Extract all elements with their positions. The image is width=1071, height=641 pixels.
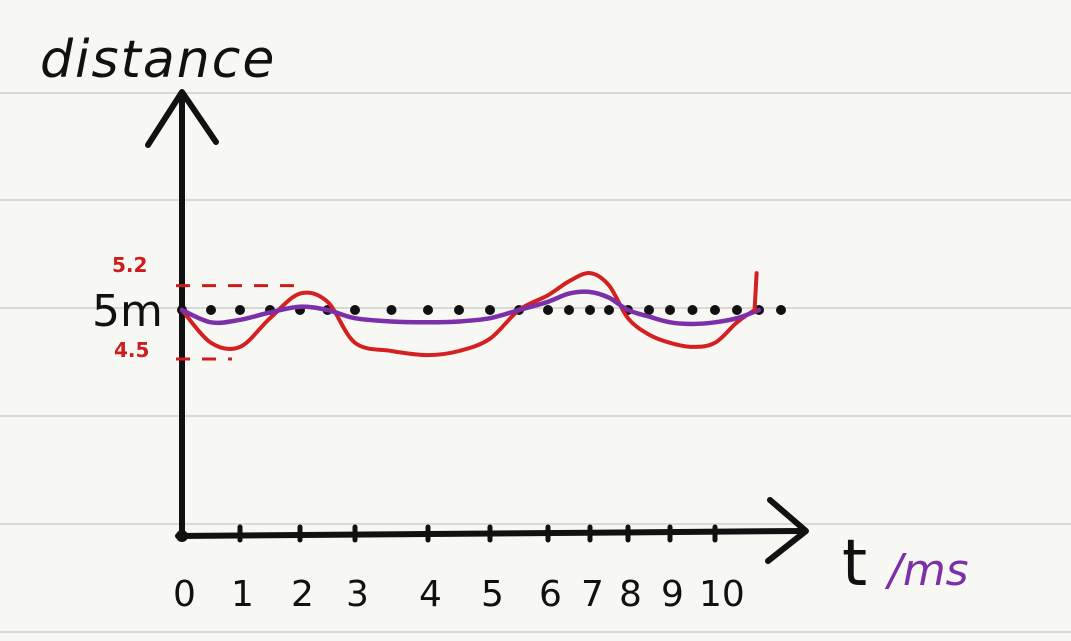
x-tick-label: 5 — [481, 574, 504, 615]
data-point — [776, 305, 786, 315]
data-point — [543, 305, 553, 315]
data-point — [732, 305, 742, 315]
y-tick-label-5m: 5m — [92, 286, 163, 337]
y-axis-arrowhead — [145, 89, 219, 148]
x-tick-marks — [176, 524, 718, 543]
data-point — [386, 305, 397, 315]
guide-lines — [176, 284, 300, 361]
x-tick-label: 6 — [539, 574, 562, 615]
x-tick-labels: 0 1 2 3 4 5 6 7 8 9 10 — [173, 574, 745, 615]
y-tick-label-4-5: 4.5 — [114, 338, 149, 362]
data-point — [485, 305, 495, 315]
data-point — [585, 305, 595, 315]
data-point — [710, 305, 720, 315]
data-point — [454, 305, 464, 315]
data-point — [235, 305, 245, 315]
x-tick-label: 7 — [581, 574, 604, 615]
series-line-red-end — [752, 271, 759, 312]
x-tick-label: 1 — [231, 574, 254, 615]
x-tick-label: 3 — [346, 574, 369, 615]
x-tick-label: 2 — [291, 574, 314, 615]
x-tick-label: 10 — [699, 574, 745, 615]
series-line-purple — [179, 289, 762, 327]
data-point — [350, 305, 360, 315]
x-tick-label: 4 — [419, 574, 442, 615]
data-point — [206, 305, 216, 315]
data-point — [644, 305, 654, 315]
x-axis-arrowhead — [765, 497, 809, 564]
data-point — [564, 305, 574, 315]
y-tick-label-5-2: 5.2 — [112, 253, 147, 277]
data-point — [687, 305, 698, 315]
x-tick-label: 8 — [619, 574, 642, 615]
data-point — [604, 305, 614, 315]
x-axis-label-unit: /ms — [884, 545, 969, 596]
origin-dot — [176, 530, 188, 542]
x-axis-label-t: t — [842, 527, 867, 601]
x-tick-label: 9 — [661, 574, 684, 615]
data-point — [423, 305, 433, 315]
data-point — [665, 305, 675, 315]
y-axis-label: distance — [40, 30, 276, 90]
x-tick-label: 0 — [173, 574, 196, 615]
